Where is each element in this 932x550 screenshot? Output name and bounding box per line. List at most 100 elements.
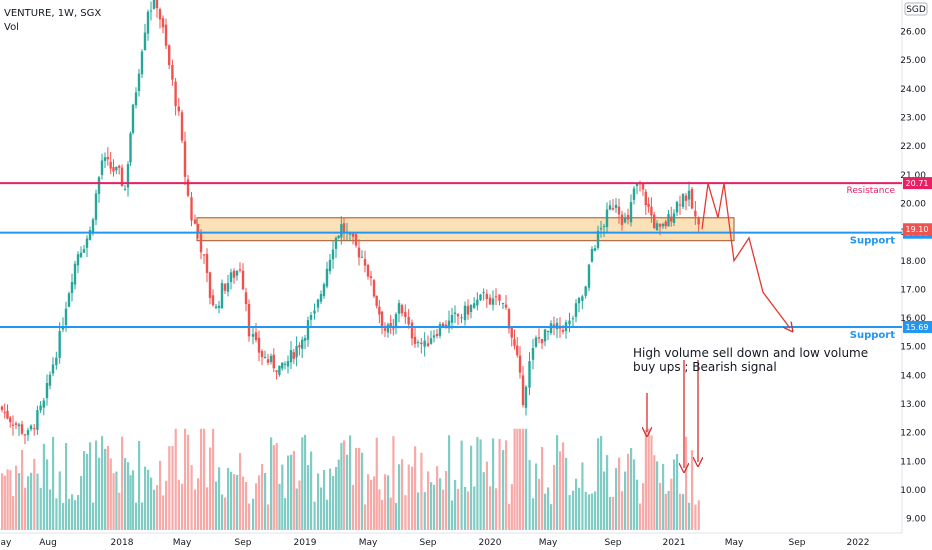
y-tick-label: 15.00: [900, 343, 926, 353]
volume-bar: [519, 428, 522, 530]
candle-body: [641, 182, 645, 190]
y-tick-label: 20.00: [900, 199, 926, 209]
candle-body: [549, 323, 553, 334]
candle-body: [313, 310, 316, 314]
volume-bar: [389, 497, 392, 530]
candle-body: [266, 359, 270, 363]
volume-bar: [352, 484, 355, 530]
volume-bar: [355, 447, 358, 530]
y-tick-label: 23.00: [900, 113, 926, 123]
candle-body: [672, 213, 676, 223]
y-tick-label: 26.00: [900, 28, 926, 38]
candle-body: [149, 10, 153, 12]
candle-body: [518, 355, 522, 373]
volume-bar: [307, 465, 310, 530]
volume-bar: [470, 445, 473, 530]
volume-bar: [3, 475, 6, 530]
volume-bar: [676, 453, 679, 530]
candle-body: [602, 226, 606, 228]
candle-body: [244, 292, 248, 304]
volume-bar: [124, 458, 127, 530]
volume-bar: [65, 443, 68, 530]
projection-path[interactable]: [701, 183, 790, 328]
candle-body: [456, 314, 460, 317]
candle-body: [64, 308, 68, 326]
volume-bar: [203, 428, 206, 530]
candle-body: [177, 106, 180, 112]
candle-body: [58, 331, 61, 358]
candle-body: [608, 205, 612, 210]
candle-body: [180, 112, 184, 141]
volume-bar: [550, 504, 553, 530]
candle-body: [183, 141, 187, 177]
volume-bar: [492, 438, 495, 530]
volume-bar: [423, 492, 426, 530]
volume-bar: [236, 474, 239, 530]
volume-bar: [230, 471, 233, 530]
volume-bar: [603, 471, 606, 530]
candle-body: [103, 157, 107, 161]
x-tick-label: Sep: [789, 538, 806, 548]
candle-body: [334, 237, 338, 249]
candle-body: [354, 234, 358, 246]
volume-bar: [541, 446, 544, 530]
candle-body: [410, 322, 414, 339]
candle-body: [26, 430, 30, 435]
candle-body: [571, 318, 575, 320]
volume-bar: [618, 457, 621, 530]
candle-body: [164, 24, 168, 46]
x-tick-label: 2022: [847, 538, 870, 548]
volume-bar: [95, 440, 98, 530]
candle-body: [298, 345, 301, 348]
candle-body: [48, 374, 52, 386]
candle-body: [140, 51, 144, 75]
x-tick-label: May: [359, 538, 378, 548]
volume-bar: [270, 437, 273, 530]
volume-bar: [346, 454, 349, 530]
candle-body: [584, 286, 587, 296]
volume-bar: [290, 454, 293, 530]
candle-body: [360, 256, 364, 258]
candle-body: [516, 345, 519, 356]
volume-bar: [258, 475, 261, 530]
candle-body: [109, 161, 112, 169]
volume-bar: [141, 502, 144, 530]
volume-bar: [588, 494, 591, 530]
volume-bar: [464, 486, 467, 530]
volume-bar: [150, 477, 153, 530]
volume-bar: [287, 455, 290, 530]
candle-body: [386, 324, 390, 333]
volume-bar: [278, 483, 281, 530]
candle-body: [447, 320, 451, 329]
candle-body: [413, 336, 417, 344]
volume-bar: [343, 440, 346, 530]
volume-bar: [326, 499, 329, 530]
candle-body: [590, 248, 594, 262]
volume-bar: [77, 495, 80, 530]
volume-bar: [445, 470, 448, 530]
volume-bar: [104, 448, 107, 530]
volume-bar: [439, 478, 442, 530]
candle-body: [309, 315, 313, 320]
volume-bar: [659, 482, 662, 530]
candle-body: [392, 328, 395, 330]
volume-bar: [349, 435, 352, 530]
volume-bar: [313, 501, 316, 530]
candle-body: [328, 259, 332, 272]
candle-body: [432, 335, 436, 338]
candle-body: [275, 370, 278, 373]
candle-body: [120, 167, 124, 187]
volume-bar: [335, 467, 338, 530]
x-tick-label: May: [725, 538, 744, 548]
candle-body: [546, 331, 550, 333]
candle-body: [650, 206, 653, 216]
volume-bar: [556, 435, 559, 530]
volume-bar: [162, 495, 165, 530]
volume-bar: [24, 487, 27, 530]
candle-body: [115, 166, 118, 171]
candle-body: [146, 11, 150, 34]
y-tick-label: 16.00: [900, 314, 926, 324]
volume-bar: [109, 458, 112, 530]
